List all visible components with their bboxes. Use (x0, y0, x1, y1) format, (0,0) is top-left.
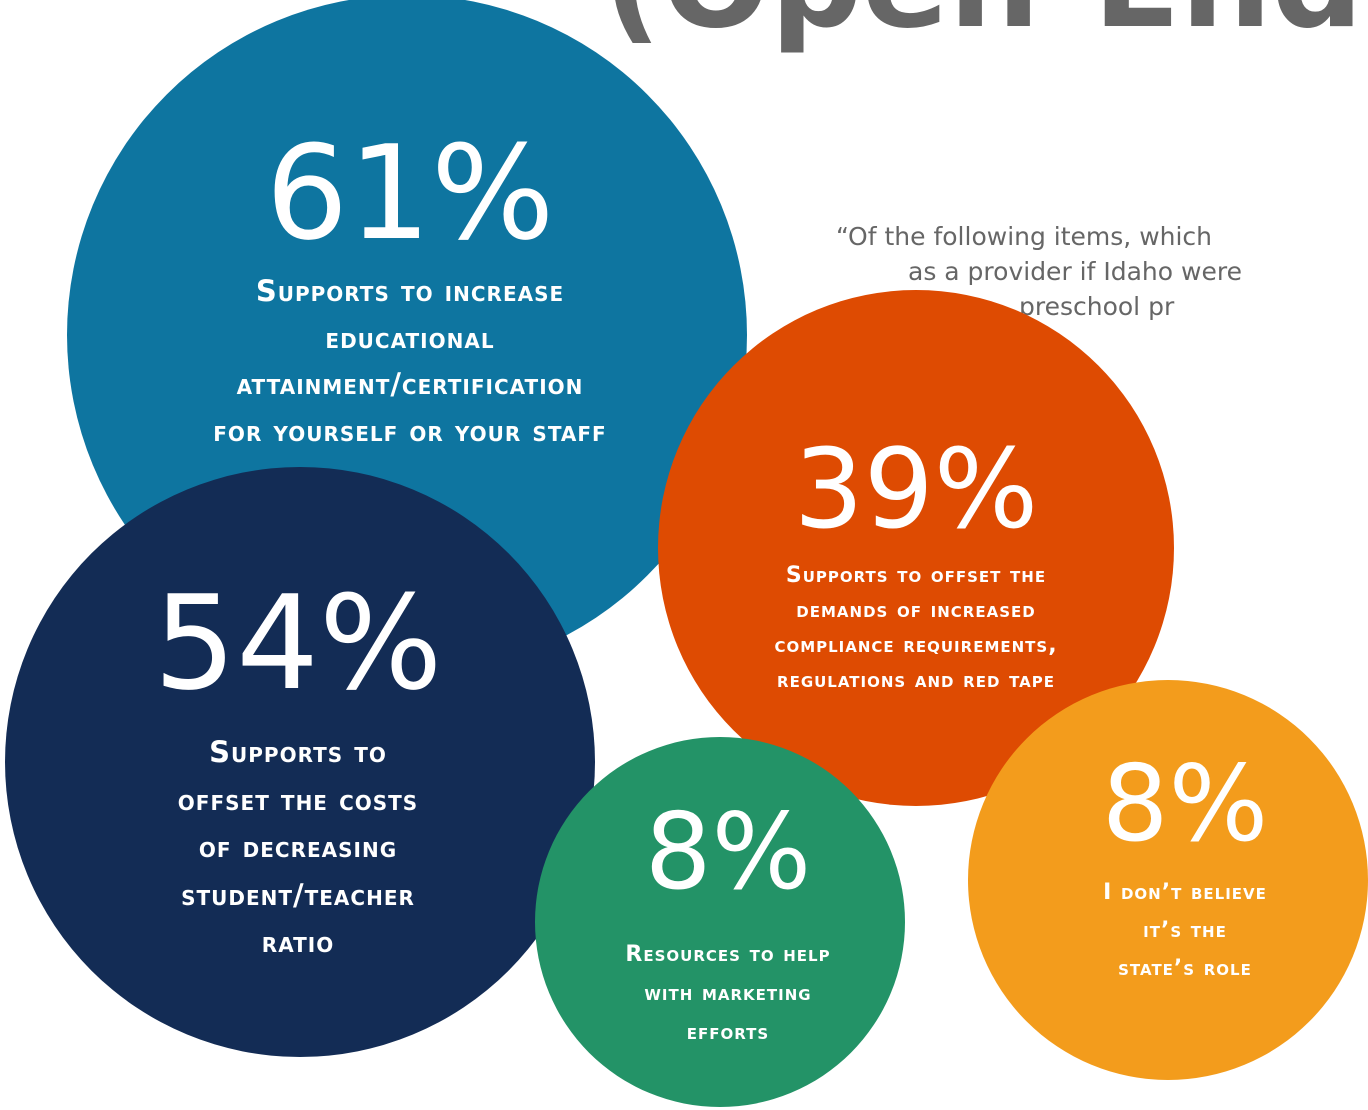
bubble (5, 467, 595, 1057)
bubble (968, 680, 1368, 1080)
bubble-label: ratio (261, 925, 335, 959)
bubble-label: attainment/certification (236, 367, 584, 401)
bubble-label: for yourself or your staff (213, 413, 607, 448)
value-label: 54% (153, 567, 443, 719)
bubble-label: of decreasing (198, 830, 398, 864)
bubble-label: Supports to (209, 735, 387, 769)
bubble-label: with marketing (644, 981, 812, 1006)
title: (Open-Ended) (603, 0, 1368, 57)
bubble-label: educational (325, 320, 495, 355)
bubble-label: demands of increased (796, 598, 1036, 623)
bubble-label: Supports to increase (255, 274, 565, 308)
bubble-label: it’s the (1143, 918, 1227, 943)
bubble-label: Supports to offset the (785, 563, 1047, 588)
bubble-label: Resources to help (625, 942, 831, 967)
bubble (535, 737, 905, 1107)
bubble-label: I don’t believe (1103, 880, 1267, 905)
subtitle-line: as a provider if Idaho were (908, 257, 1242, 286)
bubble-label: efforts (686, 1020, 770, 1045)
subtitle-line: preschool pr (1019, 292, 1175, 321)
bubble-label: regulations and red tape (777, 668, 1055, 693)
bubble-label: compliance requirements, (774, 633, 1058, 658)
subtitle-line: “Of the following items, which (836, 222, 1213, 251)
bubble-label: offset the costs (177, 782, 419, 817)
value-label: 8% (1101, 743, 1269, 865)
value-label: 39% (793, 425, 1039, 553)
bubble-label: state’s role (1118, 956, 1252, 981)
value-label: 61% (265, 117, 555, 269)
bubble-label: student/teacher (181, 877, 415, 912)
value-label: 8% (644, 791, 812, 913)
